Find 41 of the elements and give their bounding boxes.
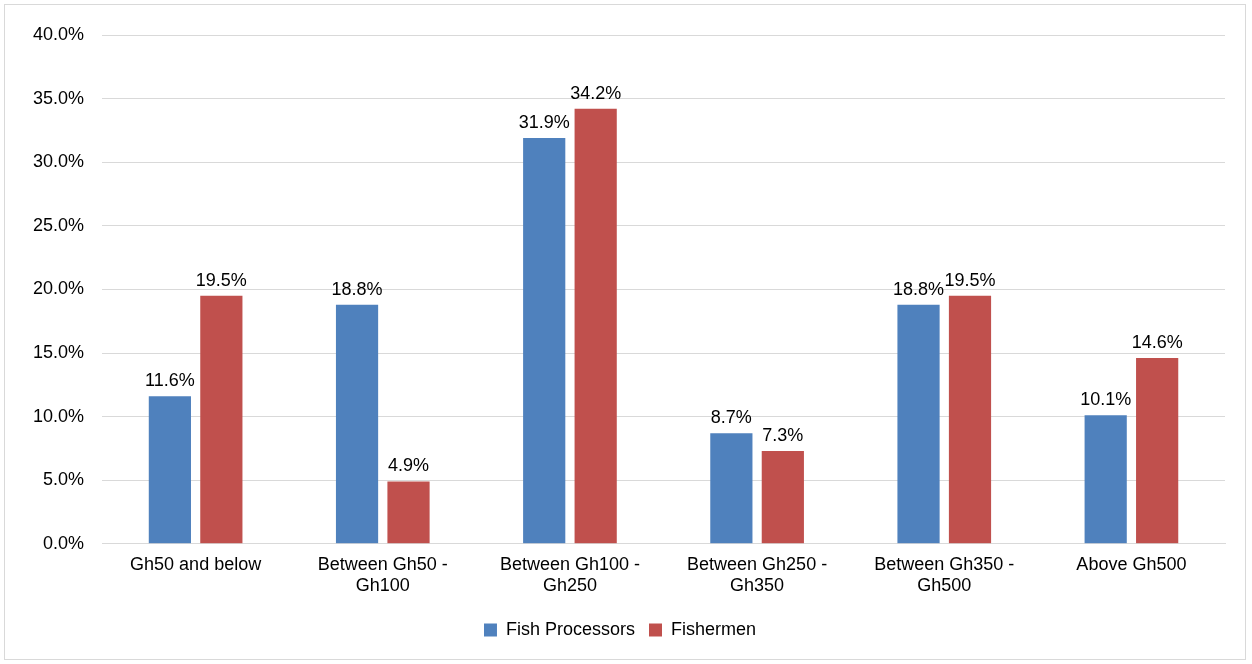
x-tick-label: Between Gh100 - Gh250 [499,553,640,596]
bar [710,433,753,544]
bar [574,108,617,544]
y-tick-label: 5.0% [43,469,85,490]
bar [1136,358,1179,544]
data-label: 11.6% [145,370,195,391]
y-tick-label: 15.0% [32,341,85,362]
data-label: 34.2% [570,82,622,103]
data-label: 31.9% [518,112,570,132]
data-label: 18.8% [893,278,945,299]
data-label: 7.3% [762,424,804,445]
bar [148,396,191,544]
x-tick-label: Gh50 and below [130,553,263,574]
y-tick-label: 20.0% [32,278,85,299]
y-tick-label: 35.0% [32,87,85,108]
x-tick-label: Between Gh50 - Gh100 [317,553,448,596]
data-label: 19.5% [195,269,247,290]
bar [1084,415,1127,544]
x-tick-label: Above Gh500 [1076,553,1187,574]
y-tick-label: 0.0% [43,532,85,553]
data-label: 18.8% [331,278,383,299]
data-label: 4.9% [388,455,430,476]
bar [523,138,566,544]
y-tick-label: 40.0% [32,23,85,44]
bar [335,304,379,544]
legend-label: Fish Processors [505,618,636,639]
y-tick-label: 10.0% [32,405,85,426]
bar [200,295,243,544]
data-label: 19.5% [944,269,996,290]
data-label: 14.6% [1131,332,1183,353]
bar [948,295,992,544]
bar [387,481,430,544]
x-tick-label: Between Gh350 - Gh500 [874,553,1015,596]
bar [897,304,940,544]
x-tick-label: Between Gh250 - Gh350 [687,553,828,596]
data-label: 10.1% [1080,389,1132,410]
data-label: 8.7% [710,407,752,428]
y-tick-label: 30.0% [32,151,85,172]
legend-label: Fishermen [671,618,757,639]
bar [761,450,804,544]
y-tick-label: 25.0% [32,214,85,235]
